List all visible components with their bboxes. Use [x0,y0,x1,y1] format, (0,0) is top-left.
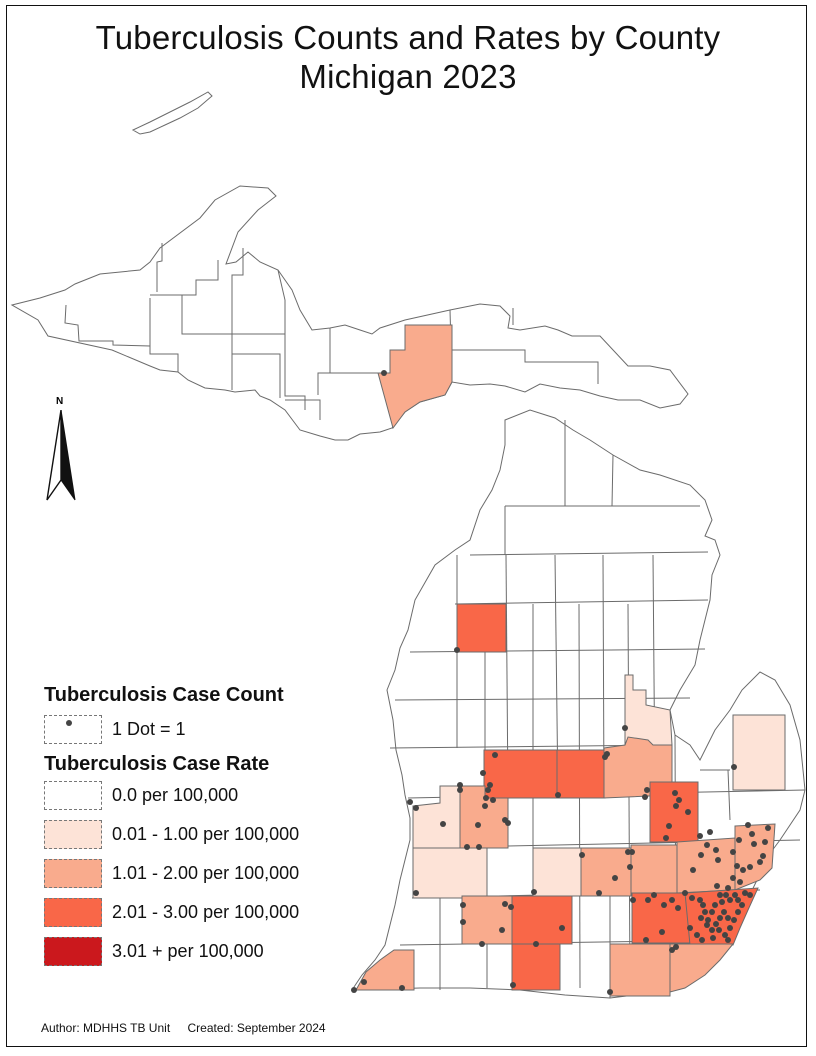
county-wexford [456,603,507,653]
author-credit: Author: MDHHS TB Unit [41,1021,171,1035]
legend-count-title: Tuberculosis Case Count [44,684,284,706]
rate-swatch-3 [44,898,102,927]
legend-rate-title: Tuberculosis Case Rate [44,753,270,775]
legend-item-rate-2: 1.01 - 2.00 per 100,000 [44,854,299,893]
upper-peninsula-outline [10,185,689,441]
county-allegan [412,847,488,899]
county-calhoun [511,895,573,945]
rate-swatch-1 [44,820,102,849]
legend-item-rate-0: 0.0 per 100,000 [44,776,299,815]
north-arrow: N [44,396,78,506]
county-ingham [580,847,632,897]
county-montcalm [483,749,558,799]
county-st-joseph [511,943,561,991]
county-washtenaw [631,892,693,944]
county-eaton [532,847,582,897]
legend-label: 0.01 - 1.00 per 100,000 [112,824,300,844]
rate-swatch-4 [44,937,102,966]
case-dots [351,370,771,995]
county-lenawee [609,943,671,997]
title-line-2: Michigan 2023 [299,58,517,95]
legend-item-dot: 1 Dot = 1 [44,710,299,749]
map-frame [6,5,807,1047]
north-label: N [56,396,64,407]
legend-item-rate-3: 2.01 - 3.00 per 100,000 [44,893,299,932]
legend-item-rate-1: 0.01 - 1.00 per 100,000 [44,815,299,854]
created-date: Created: September 2024 [187,1021,326,1035]
legend-label: 3.01 + per 100,000 [112,941,264,961]
north-arrow-icon [46,410,76,501]
legend: Tuberculosis Case Count 1 Dot = 1 Tuberc… [44,683,299,971]
legend-label: 0.0 per 100,000 [112,785,239,805]
county-ogemaw [624,674,673,746]
isle-royale [131,91,213,135]
county-ottawa [412,785,461,849]
legend-label: 1.01 - 2.00 per 100,000 [112,863,300,883]
county-up-rate-1-2 [377,324,453,430]
rate-swatch-2 [44,859,102,888]
dot-icon [44,715,102,744]
map-title: Tuberculosis Counts and Rates by County … [0,18,816,96]
title-line-1: Tuberculosis Counts and Rates by County [95,19,721,56]
rate-swatch-0 [44,781,102,810]
map-footer: Author: MDHHS TB Unit Created: September… [41,1021,326,1035]
county-sanilac [732,714,786,791]
legend-item-rate-4: 3.01 + per 100,000 [44,932,299,971]
legend-label: 1 Dot = 1 [112,719,186,739]
county-livingston [630,844,678,894]
county-gratiot [556,749,606,799]
county-monroe [669,943,735,993]
legend-label: 2.01 - 3.00 per 100,000 [112,902,300,922]
